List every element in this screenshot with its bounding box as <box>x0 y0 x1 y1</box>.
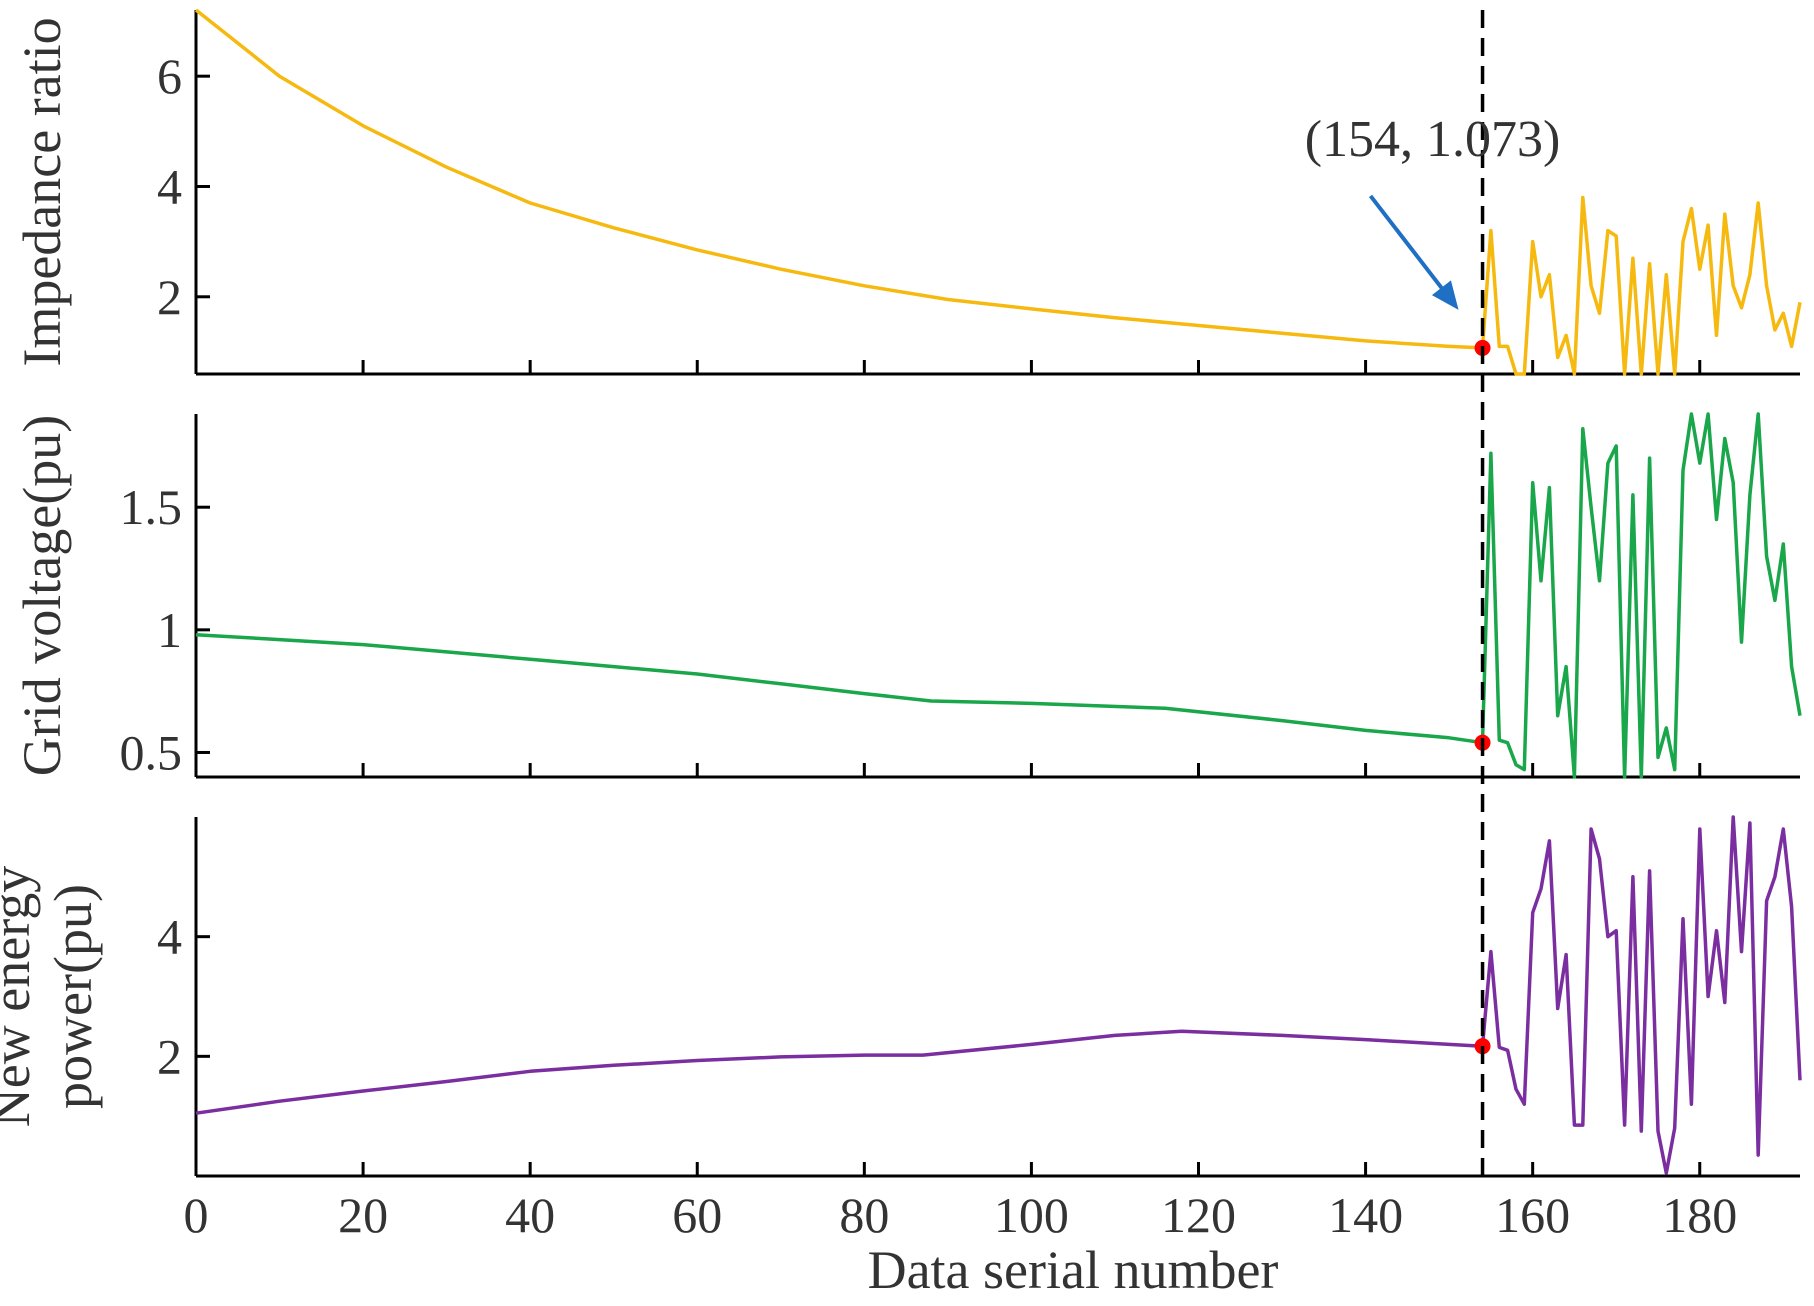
series-line <box>194 8 1802 376</box>
y-tick-label: 2 <box>157 269 182 325</box>
y-tick-label: 6 <box>157 48 182 104</box>
y-tick-label: 1.5 <box>120 479 183 535</box>
annotation-arrow-head <box>1431 280 1459 310</box>
x-tick-label: 120 <box>1161 1187 1236 1243</box>
annotation-label: (154, 1.073) <box>1305 111 1561 168</box>
panel-1: 2 4 6 Impedance ratio <box>12 8 1802 376</box>
y-tick-label: 4 <box>157 158 182 214</box>
x-tick-label: 40 <box>505 1187 555 1243</box>
x-tick-label: 180 <box>1662 1187 1737 1243</box>
x-axis-title: Data serial number <box>868 1240 1279 1300</box>
series-line <box>195 412 1802 779</box>
annotation-arrow <box>1368 194 1451 299</box>
x-tick-label: 140 <box>1328 1187 1403 1243</box>
x-tick-label: 60 <box>672 1187 722 1243</box>
x-tick-label: 80 <box>839 1187 889 1243</box>
y-axis-title: power(pu) <box>43 884 103 1109</box>
panels-layer: 2 4 6 Impedance ratio 0.5 1 1.5 Grid voltage(pu… <box>0 8 1802 1243</box>
x-tick-label: 100 <box>994 1187 1069 1243</box>
panel-2: 0.5 1 1.5 Grid voltage(pu) <box>12 412 1802 780</box>
series-line <box>195 815 1802 1175</box>
x-tick-label: 0 <box>184 1187 209 1243</box>
y-axis-title: Grid voltage(pu) <box>12 415 72 776</box>
y-tick-label: 0.5 <box>120 724 183 780</box>
x-tick-label: 160 <box>1495 1187 1570 1243</box>
y-tick-label: 1 <box>157 602 182 658</box>
y-tick-label: 4 <box>157 909 182 965</box>
overlay-layer: (154, 1.073) <box>1305 10 1561 1182</box>
y-axis-title: New energy <box>0 866 41 1127</box>
x-tick-label: 20 <box>338 1187 388 1243</box>
y-axis-title: Impedance ratio <box>12 17 72 366</box>
y-tick-label: 2 <box>157 1028 182 1084</box>
